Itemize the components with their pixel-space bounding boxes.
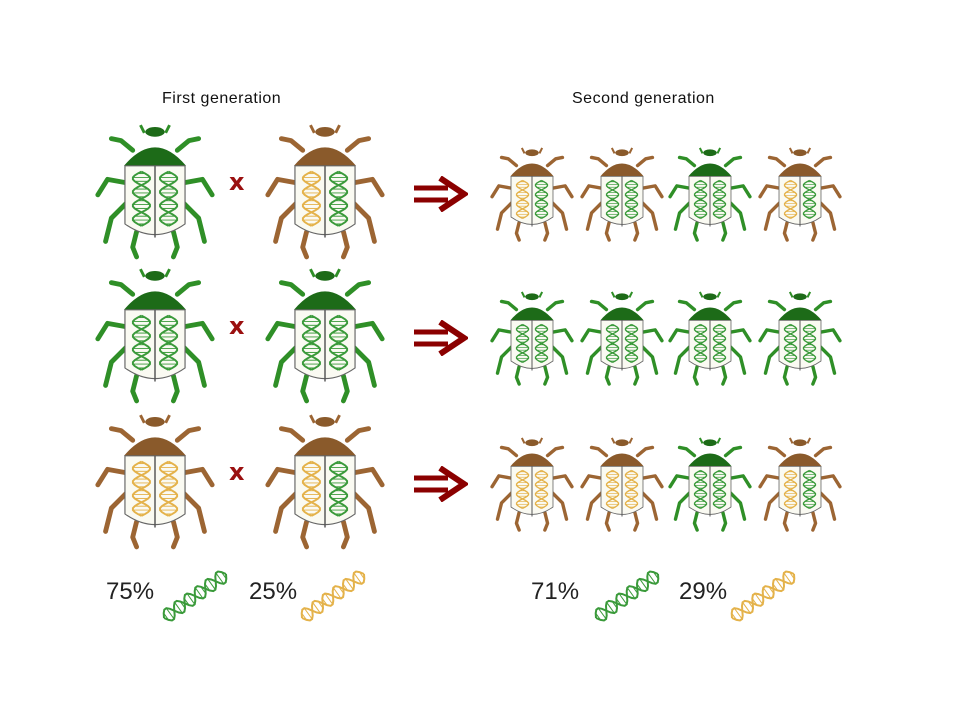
offspring-beetle-row3-4 xyxy=(756,434,844,534)
arrow-row1 xyxy=(414,175,470,213)
arrow-row3 xyxy=(414,465,470,503)
first-generation-heading: First generation xyxy=(162,90,282,107)
offspring-beetle-row2-2 xyxy=(578,288,666,388)
offspring-beetle-row3-3 xyxy=(666,434,754,534)
first-gen-yellow-percent: 25% xyxy=(249,578,298,605)
second-gen-yellow-percent: 29% xyxy=(679,578,728,605)
parent-beetle-row2-1 xyxy=(92,266,218,404)
offspring-beetle-row1-2 xyxy=(578,144,666,244)
offspring-beetle-row2-1 xyxy=(488,288,576,388)
second-gen-yellow-dna-icon xyxy=(728,566,798,626)
offspring-beetle-row3-1 xyxy=(488,434,576,534)
offspring-beetle-row1-1 xyxy=(488,144,576,244)
parent-beetle-row1-2 xyxy=(262,122,388,260)
offspring-beetle-row2-4 xyxy=(756,288,844,388)
first-gen-yellow-dna-icon xyxy=(298,566,368,626)
parent-beetle-row3-2 xyxy=(262,412,388,550)
offspring-beetle-row3-2 xyxy=(578,434,666,534)
arrow-row2 xyxy=(414,319,470,357)
offspring-beetle-row1-4 xyxy=(756,144,844,244)
second-gen-green-percent: 71% xyxy=(531,578,580,605)
first-gen-green-dna-icon xyxy=(160,566,230,626)
offspring-beetle-row2-3 xyxy=(666,288,754,388)
offspring-beetle-row1-3 xyxy=(666,144,754,244)
first-gen-green-percent: 75% xyxy=(106,578,155,605)
parent-beetle-row2-2 xyxy=(262,266,388,404)
cross-symbol-row3: x xyxy=(229,458,245,486)
parent-beetle-row3-1 xyxy=(92,412,218,550)
cross-symbol-row1: x xyxy=(229,168,245,196)
second-generation-heading: Second generation xyxy=(572,90,715,107)
cross-symbol-row2: x xyxy=(229,312,245,340)
second-gen-green-dna-icon xyxy=(592,566,662,626)
parent-beetle-row1-1 xyxy=(92,122,218,260)
